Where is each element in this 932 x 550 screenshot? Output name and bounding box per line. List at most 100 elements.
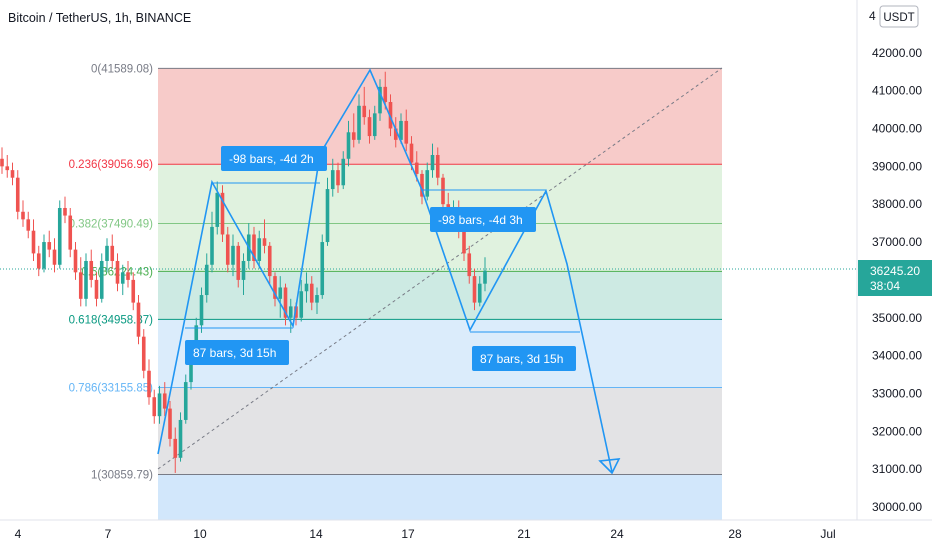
candle-body xyxy=(372,113,377,137)
candle-body xyxy=(288,306,293,318)
time-tick-label: 17 xyxy=(401,527,415,541)
candle-body xyxy=(84,260,88,299)
candle-body xyxy=(215,192,220,227)
candle-body xyxy=(162,393,167,409)
candle-body xyxy=(168,408,172,439)
candle-body xyxy=(99,260,104,299)
candle-body xyxy=(320,242,325,296)
price-tick-label: 34000.00 xyxy=(872,349,922,363)
candle-body xyxy=(31,230,36,254)
range-label-box xyxy=(430,207,536,232)
price-tick-label: 40000.00 xyxy=(872,122,922,136)
price-tick-label: 39000.00 xyxy=(872,159,922,173)
candle-body xyxy=(336,170,340,186)
candle-body xyxy=(472,276,477,303)
candle-body xyxy=(441,177,445,205)
currency-button[interactable] xyxy=(879,5,919,28)
candle-body xyxy=(126,272,130,280)
candle-body xyxy=(199,295,204,326)
fibonacci-fills xyxy=(158,68,722,520)
candle-body xyxy=(309,283,314,303)
price-tick-label: 41000.00 xyxy=(872,84,922,98)
candle-body xyxy=(241,260,246,280)
candle-body xyxy=(378,86,382,114)
candle-body xyxy=(42,242,46,269)
fib-zone-0.786 xyxy=(158,387,722,475)
last-price-countdown: 38:04 xyxy=(870,279,900,293)
candle-body xyxy=(136,302,141,337)
candle-body xyxy=(383,86,388,103)
candle-body xyxy=(189,351,193,383)
price-tick-label: 32000.00 xyxy=(872,424,922,438)
fib-label-0.236: 0.236(39056.96) xyxy=(69,159,154,171)
candle-body xyxy=(131,279,136,303)
candle-body xyxy=(325,189,330,243)
candle-body xyxy=(15,177,20,212)
range-label-box xyxy=(185,340,289,365)
candle-body xyxy=(5,166,10,171)
time-tick-label: 28 xyxy=(728,527,742,541)
candle-body xyxy=(304,283,309,292)
pattern-arrowhead xyxy=(598,458,621,475)
candle-body xyxy=(404,120,409,144)
range-label-text: 87 bars, 3d 15h xyxy=(193,346,276,360)
price-tick-label: 35000.00 xyxy=(872,311,922,325)
candle-body xyxy=(262,238,267,246)
range-label-text: 87 bars, 3d 15h xyxy=(480,352,563,366)
time-tick-label: 7 xyxy=(105,527,112,541)
fib-label-1: 1(30859.79) xyxy=(91,469,153,481)
price-axis[interactable]: 30000.00 31000.00 32000.00 33000.00 34000.00… xyxy=(872,46,922,514)
candle-body xyxy=(194,325,199,352)
time-tick-label: 24 xyxy=(610,527,624,541)
candle-body xyxy=(63,207,67,216)
candle-body xyxy=(399,120,403,140)
last-price-value: 36245.20 xyxy=(870,264,920,278)
time-tick-label: Jul xyxy=(820,527,835,541)
candle-body xyxy=(204,264,209,296)
candle-body xyxy=(414,162,419,174)
candle-body xyxy=(346,132,351,159)
candle-body xyxy=(220,192,225,235)
candle-body xyxy=(73,249,78,273)
candle-body xyxy=(351,132,356,140)
candle-body xyxy=(294,306,298,318)
candle-body xyxy=(52,249,57,265)
range-label-box xyxy=(472,346,576,371)
candle-body xyxy=(462,230,466,254)
candle-body xyxy=(467,253,472,277)
candle-body xyxy=(94,279,99,299)
time-axis[interactable]: 4 7 10 14 17 21 24 28 Jul xyxy=(15,527,836,541)
pattern-drawings[interactable]: -98 bars, -4d 2h 87 bars, 3d 15h -98 bars,… xyxy=(157,68,621,475)
price-tick-label: 31000.00 xyxy=(872,462,922,476)
candle-body xyxy=(120,272,125,284)
candle-body xyxy=(225,234,230,265)
price-tick-label: 37000.00 xyxy=(872,235,922,249)
candle-body xyxy=(47,242,52,250)
candle-body xyxy=(477,283,482,303)
range-label-text: -98 bars, -4d 2h xyxy=(229,152,314,166)
candle-body xyxy=(388,102,393,129)
candle-body xyxy=(68,215,73,250)
candle-body xyxy=(36,253,41,269)
candle-body xyxy=(430,154,435,171)
candle-body xyxy=(115,260,120,284)
candle-body xyxy=(267,245,272,277)
candle-body xyxy=(435,154,440,178)
candle-body xyxy=(105,245,109,261)
price-tick-label: 38000.00 xyxy=(872,197,922,211)
pattern-zigzag[interactable] xyxy=(157,68,613,473)
last-price-badge xyxy=(858,260,932,296)
range-label-text: -98 bars, -4d 3h xyxy=(438,213,523,227)
candle-body xyxy=(141,336,146,371)
fib-label-0.786: 0.786(33155.85) xyxy=(69,383,154,395)
fib-trend-line[interactable] xyxy=(157,67,723,470)
candle-body xyxy=(273,276,277,299)
candle-body xyxy=(183,382,188,420)
candle-body xyxy=(299,291,304,318)
candle-body xyxy=(231,245,235,265)
candle-body xyxy=(252,234,256,261)
candle-body xyxy=(420,173,424,197)
candle-body xyxy=(341,158,346,186)
fib-zone-0.5 xyxy=(158,271,722,320)
